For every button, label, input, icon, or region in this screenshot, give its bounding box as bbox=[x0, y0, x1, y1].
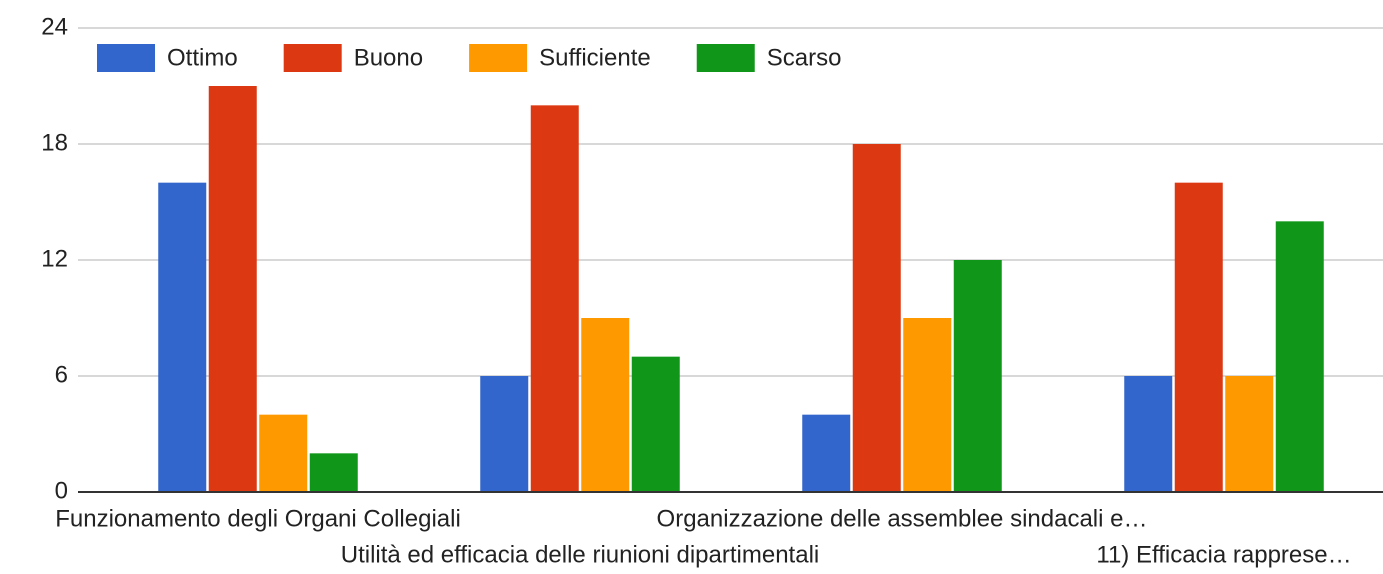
x-tick-label: 11) Efficacia rapprese… bbox=[1096, 541, 1351, 568]
x-tick-label: Funzionamento degli Organi Collegiali bbox=[55, 505, 461, 532]
x-tick-label: Organizzazione delle assemblee sindacali… bbox=[657, 505, 1148, 532]
legend-label: Sufficiente bbox=[539, 44, 651, 71]
bar bbox=[1275, 221, 1324, 493]
legend-swatch bbox=[283, 44, 342, 72]
bar bbox=[631, 356, 680, 492]
y-tick-label: 18 bbox=[41, 129, 68, 156]
y-tick-label: 24 bbox=[41, 13, 68, 40]
legend-label: Buono bbox=[354, 44, 423, 71]
bar bbox=[158, 182, 207, 492]
bar bbox=[309, 453, 358, 492]
y-tick-label: 6 bbox=[55, 361, 68, 388]
legend-swatch bbox=[696, 44, 755, 72]
legend-swatch bbox=[469, 44, 528, 72]
bar bbox=[953, 260, 1002, 492]
bar bbox=[1174, 182, 1223, 492]
bar bbox=[1124, 376, 1173, 492]
x-tick-label: Utilità ed efficacia delle riunioni dipa… bbox=[341, 541, 819, 568]
bar bbox=[259, 414, 308, 492]
y-tick-label: 0 bbox=[55, 477, 68, 504]
bar bbox=[208, 86, 257, 492]
legend-swatch bbox=[97, 44, 155, 72]
bar bbox=[802, 414, 851, 492]
legend-label: Scarso bbox=[767, 44, 842, 71]
bar bbox=[903, 318, 952, 492]
bar bbox=[852, 144, 901, 492]
bar bbox=[581, 318, 630, 492]
y-tick-label: 12 bbox=[41, 245, 68, 272]
bar bbox=[480, 376, 529, 492]
legend-label: Ottimo bbox=[167, 44, 238, 71]
bar bbox=[530, 105, 579, 492]
bar bbox=[1225, 376, 1274, 492]
